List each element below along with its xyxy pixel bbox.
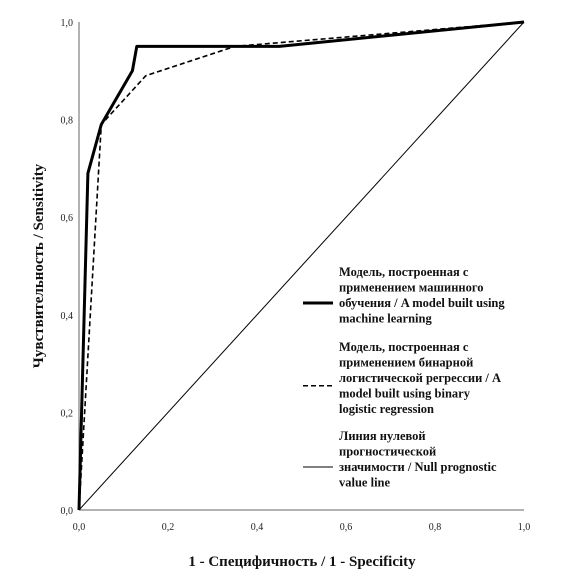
x-tick-labels: 0,0 0,2 0,4 0,6 0,8 1,0 [73, 522, 531, 533]
logistic-regression-curve [78, 21, 525, 511]
x-tick-label: 1,0 [518, 522, 531, 533]
legend-entry-text: value line [339, 476, 390, 490]
legend: Модель, построенная с применением машинно… [303, 265, 505, 490]
legend-entry-text: model built using binary [339, 387, 471, 401]
axes [78, 22, 524, 511]
x-tick-label: 0,8 [429, 522, 442, 533]
y-axis-title: Чувствительность / Sensitivity [31, 163, 47, 368]
y-tick-labels: 0,0 0,2 0,4 0,6 0,8 1,0 [61, 18, 74, 517]
legend-entry-text: применением бинарной [339, 356, 473, 370]
x-axis-title: 1 - Специфичность / 1 - Specificity [188, 554, 416, 570]
legend-entry-text: Линия нулевой [339, 429, 426, 443]
legend-entry-text: logistic regression [339, 402, 434, 416]
x-tick-label: 0,6 [340, 522, 353, 533]
series-layer [77, 20, 525, 511]
y-tick-label: 1,0 [61, 18, 74, 29]
legend-entry-text: логистической регрессии / A [339, 371, 501, 385]
legend-entry-text: значимости / Null prognostic [339, 460, 497, 474]
legend-entry-text: machine learning [339, 312, 432, 326]
ml-model-curve [77, 20, 525, 511]
legend-entry-text: применением машинного [339, 281, 483, 295]
x-tick-label: 0,4 [251, 522, 264, 533]
legend-entry-text: Модель, построенная с [339, 265, 469, 279]
y-tick-label: 0,0 [61, 506, 74, 517]
null-prognostic-line [78, 21, 525, 511]
y-tick-label: 0,4 [61, 311, 74, 322]
x-tick-label: 0,0 [73, 522, 86, 533]
x-tick-label: 0,2 [162, 522, 175, 533]
y-tick-label: 0,2 [61, 408, 74, 419]
y-tick-label: 0,6 [61, 213, 74, 224]
legend-entry-text: прогностической [339, 445, 436, 459]
legend-entry-text: Модель, построенная с [339, 340, 469, 354]
legend-entry-text: обучения / A model built using [339, 296, 505, 310]
y-tick-label: 0,8 [61, 116, 74, 127]
